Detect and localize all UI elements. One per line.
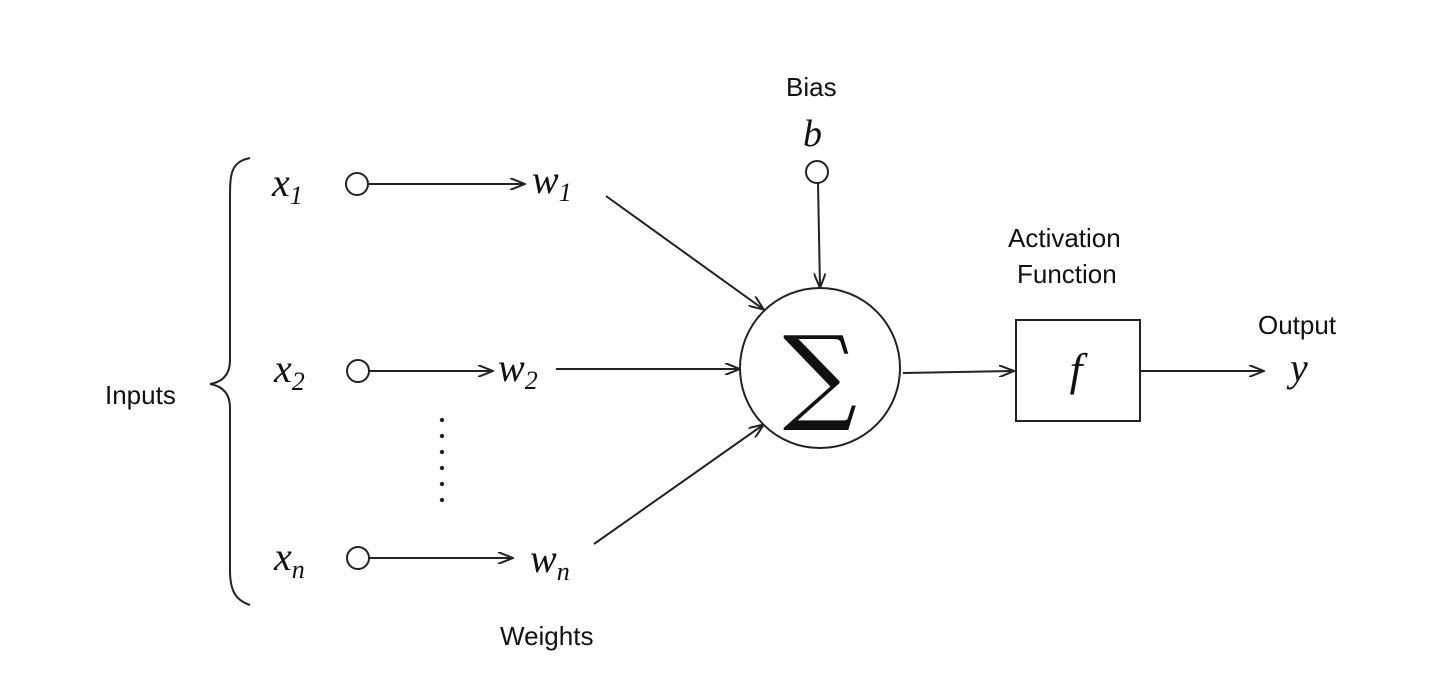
input-x2: x2 — [273, 346, 305, 396]
weight-w2: w2 — [498, 345, 538, 395]
summation-symbol: ∑ — [783, 313, 857, 435]
input-xn: xn — [273, 534, 305, 584]
input-node-2 — [346, 359, 370, 383]
bias-label: Bias — [786, 72, 837, 102]
summation-node — [739, 287, 901, 449]
output-symbol: y — [1286, 345, 1308, 390]
activation-label-line1: Activation — [1008, 223, 1121, 253]
sum-to-activation-arrow — [902, 371, 1013, 373]
input-x1: x1 — [271, 160, 303, 210]
bias-symbol: b — [803, 113, 822, 155]
activation-box — [1015, 319, 1141, 422]
weight-w1: w1 — [532, 157, 572, 207]
weight-wn: wn — [530, 536, 570, 586]
weights-label: Weights — [500, 621, 593, 651]
output-label: Output — [1258, 310, 1337, 340]
weight-arrow-1 — [605, 195, 763, 309]
ellipsis-dots — [439, 417, 445, 503]
inputs-label: Inputs — [105, 380, 176, 410]
input-node-1 — [345, 172, 369, 196]
weight-arrow-n — [593, 425, 763, 545]
bias-arrow — [818, 182, 820, 287]
input-node-n — [346, 546, 370, 570]
inputs-brace — [209, 157, 251, 606]
bias-node — [805, 160, 829, 184]
activation-label-line2: Function — [1017, 259, 1117, 289]
